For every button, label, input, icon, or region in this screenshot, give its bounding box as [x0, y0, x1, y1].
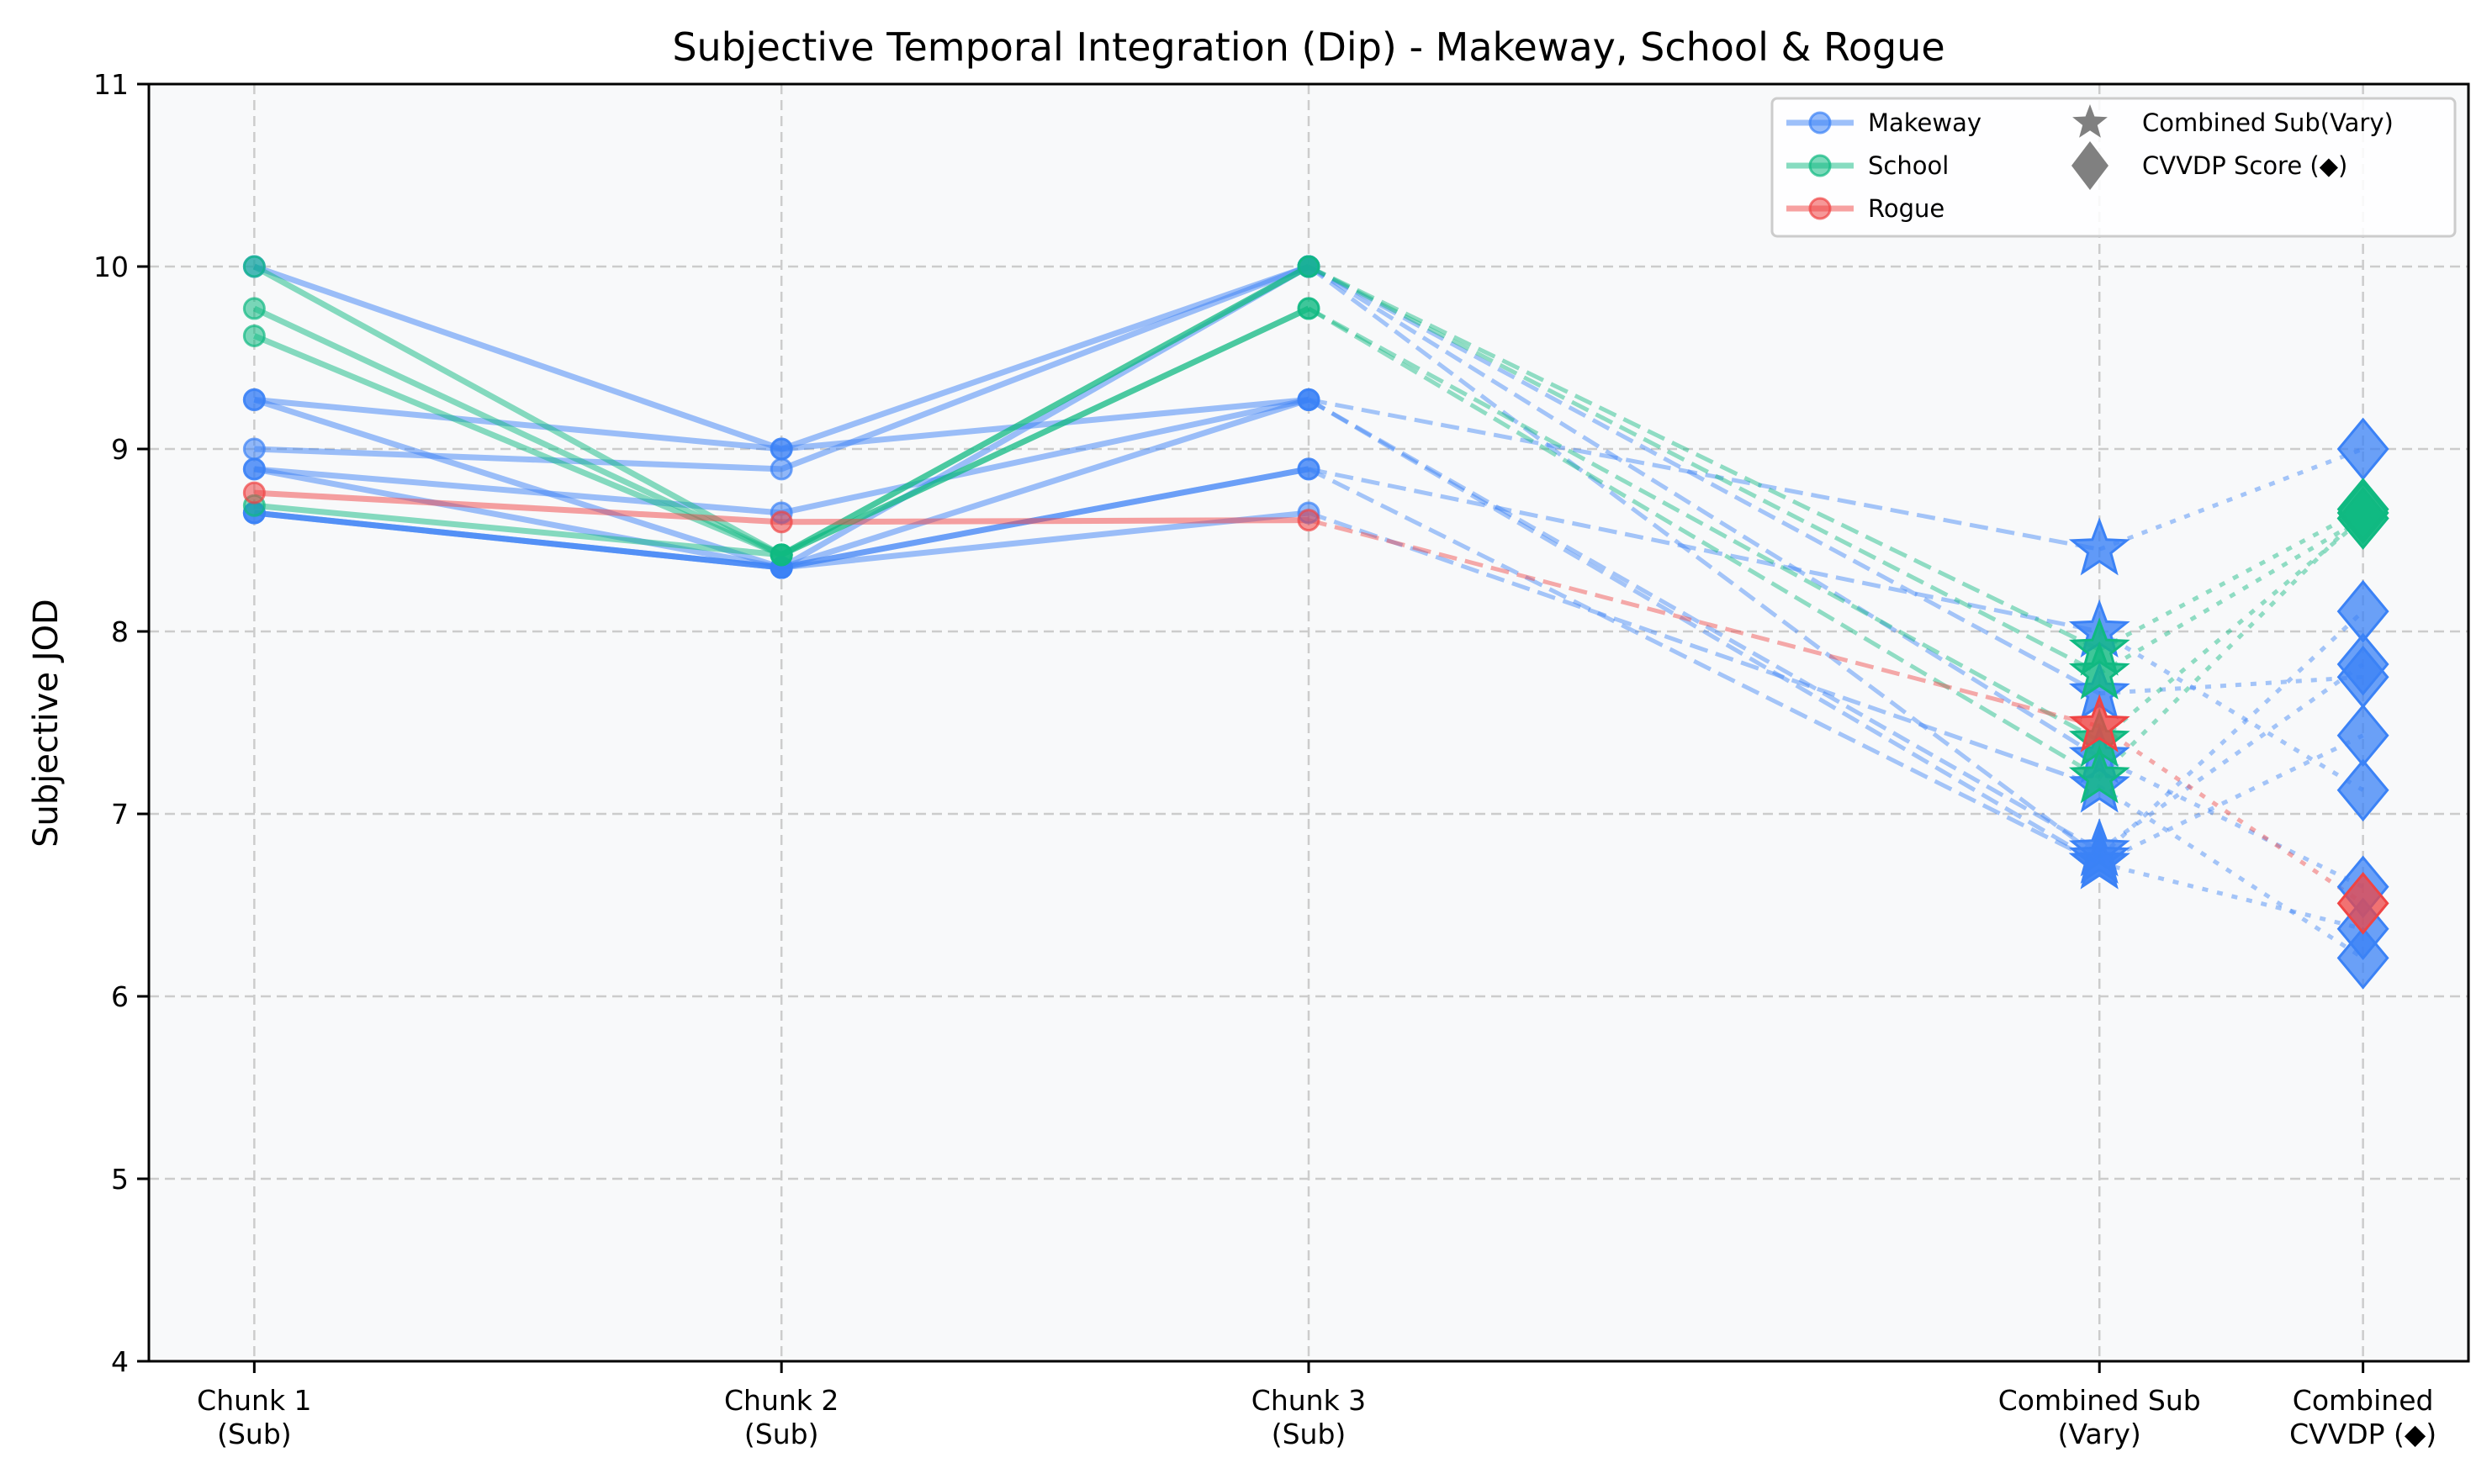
data-point-school	[242, 324, 266, 347]
data-point-makeway	[242, 388, 266, 411]
data-point-makeway	[770, 437, 793, 461]
legend-label: School	[1868, 151, 1949, 180]
combined-link-school	[1307, 264, 2101, 652]
grid	[149, 84, 2468, 1361]
y-tick-label: 4	[111, 1345, 129, 1378]
data-point-makeway	[242, 437, 266, 461]
cvvdp-link-makeway	[2098, 733, 2364, 865]
x-tick-label: Chunk 3	[1251, 1384, 1366, 1417]
combined-sub-star-makeway	[2068, 831, 2130, 890]
cvvdp-diamond-school	[2336, 487, 2389, 550]
x-tick-label: (Sub)	[1272, 1418, 1347, 1450]
x-tick-label: Combined Sub	[1998, 1384, 2201, 1417]
combined-link-makeway	[1308, 510, 2101, 789]
combined-link-makeway	[1307, 398, 2101, 853]
x-tick-label: Chunk 2	[724, 1384, 839, 1417]
cvvdp-link-school	[2098, 507, 2364, 652]
cvvdp-diamond-makeway	[2336, 632, 2389, 696]
legend-marker-rogue	[1808, 197, 1832, 220]
x-axis: Chunk 1(Sub)Chunk 2(Sub)Chunk 3(Sub)Comb…	[197, 1361, 2436, 1450]
legend-label: Rogue	[1868, 194, 1944, 223]
chart-title: Subjective Temporal Integration (Dip) - …	[672, 24, 1944, 70]
legend-marker-makeway	[1808, 111, 1832, 135]
combined-link-school	[1307, 306, 2101, 743]
data-point-school	[770, 543, 793, 567]
cvvdp-links	[2098, 446, 2365, 960]
combined-link-makeway	[1307, 398, 2101, 865]
combined-sub-star-makeway	[2068, 517, 2130, 576]
legend: Makeway School Rogue Combined Sub(Vary) CVVD…	[1770, 97, 2457, 238]
cvvdp-diamond-makeway	[2336, 927, 2389, 990]
combined-link-school	[1307, 306, 2101, 779]
x-tick-label: (Sub)	[217, 1418, 292, 1450]
cvvdp-diamond-makeway	[2336, 758, 2389, 822]
data-point-rogue	[242, 481, 266, 504]
legend-label: Combined Sub(Vary)	[2142, 108, 2394, 137]
cvvdp-link-makeway	[2098, 446, 2364, 552]
combined-link-makeway	[1307, 467, 2101, 865]
data-point-makeway	[1297, 457, 1320, 481]
combined-sub-star-school	[2068, 641, 2130, 700]
data-point-school	[242, 297, 266, 320]
cvvdp-diamond-rogue	[2336, 871, 2389, 935]
y-axis: 4 5 6 7 8 9 10 11	[93, 68, 149, 1378]
combined-sub-links	[1307, 264, 2101, 865]
y-tick-label: 8	[111, 615, 129, 648]
combined-sub-star-rogue	[2068, 694, 2130, 753]
data-point-makeway	[1297, 388, 1320, 411]
cvvdp-link-makeway	[2098, 629, 2364, 792]
legend-box	[1770, 97, 2457, 238]
y-tick-label: 6	[111, 980, 129, 1013]
x-tick-label: (Vary)	[2058, 1418, 2141, 1450]
cvvdp-link-school	[2098, 511, 2365, 779]
combined-link-rogue	[1308, 518, 2100, 729]
combined-link-makeway	[1307, 264, 2101, 759]
y-tick-label: 10	[93, 251, 129, 283]
cvvdp-link-makeway	[2098, 755, 2364, 890]
x-tick-label: (Sub)	[744, 1418, 819, 1450]
y-tick-label: 7	[111, 798, 129, 831]
combined-link-makeway	[1307, 264, 2101, 695]
markers	[242, 255, 2389, 990]
data-point-rogue	[770, 510, 793, 534]
y-axis-label: Subjective JOD	[27, 599, 66, 848]
data-point-rogue	[1297, 509, 1320, 532]
legend-marker-school	[1808, 154, 1832, 177]
x-tick-label: Chunk 1	[197, 1384, 311, 1417]
cvvdp-diamond-makeway	[2336, 704, 2389, 768]
combined-link-school	[1307, 264, 2101, 676]
data-point-school	[1297, 297, 1320, 320]
data-point-makeway	[242, 457, 266, 481]
y-tick-label: 5	[111, 1163, 129, 1196]
data-point-makeway	[770, 457, 793, 481]
cvvdp-link-school	[2098, 516, 2364, 676]
y-tick-label: 9	[111, 433, 129, 466]
combined-sub-star-school	[2068, 745, 2130, 804]
legend-label: CVVDP Score (◆)	[2142, 151, 2347, 180]
x-tick-label: Combined	[2293, 1384, 2434, 1417]
legend-star-icon	[2072, 104, 2108, 138]
x-tick-label: CVVDP (◆)	[2289, 1418, 2436, 1450]
legend-label: Makeway	[1868, 108, 1981, 137]
data-point-school	[1297, 255, 1320, 278]
data-point-school	[242, 255, 266, 278]
combined-link-makeway	[1307, 264, 2101, 860]
y-tick-label: 11	[93, 68, 129, 101]
legend-diamond-icon	[2071, 141, 2108, 190]
cvvdp-link-makeway	[2098, 784, 2365, 960]
